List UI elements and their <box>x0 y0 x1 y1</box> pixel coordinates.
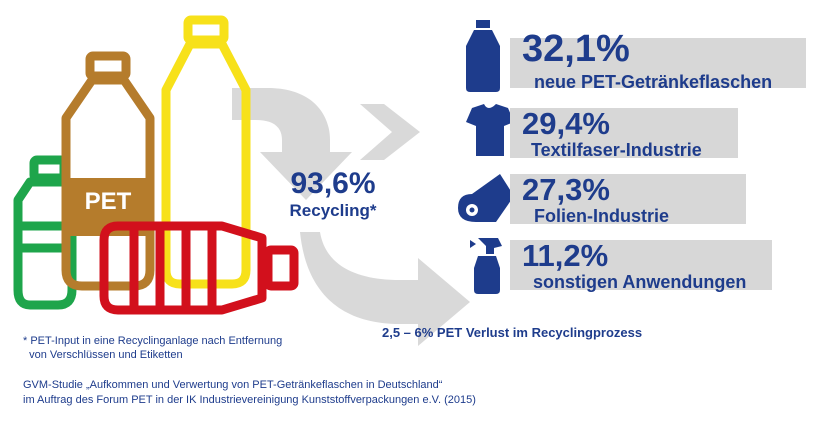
recycling-percentage: 93,6% <box>290 167 376 200</box>
recycling-arrows <box>232 88 470 346</box>
source-line: im Auftrag des Forum PET in der IK Indus… <box>23 394 476 406</box>
loss-note: 2,5 – 6% PET Verlust im Recyclingprozess <box>382 325 643 340</box>
row-label: Textilfaser-Industrie <box>531 140 702 160</box>
row-label: Folien-Industrie <box>534 206 669 226</box>
tshirt-icon <box>466 104 514 156</box>
source-line: GVM-Studie „Aufkommen und Verwertung von… <box>23 379 443 391</box>
film-roll-icon <box>458 174 514 222</box>
row-background-bar <box>510 38 806 88</box>
row-label: neue PET-Getränkeflaschen <box>534 72 773 92</box>
row-label: sonstigen Anwendungen <box>533 272 747 292</box>
yellow-bottle <box>161 15 251 289</box>
row-percentage: 29,4% <box>522 106 610 141</box>
row-background-bar <box>510 108 738 158</box>
footnote-line: von Verschlüssen und Etiketten <box>23 349 183 361</box>
row-background-bar <box>510 240 772 290</box>
spray-bottle-icon <box>470 238 502 294</box>
bottle-icon <box>466 20 500 92</box>
row-percentage: 27,3% <box>522 172 610 207</box>
recycling-label: Recycling* <box>289 201 377 220</box>
red-bottle <box>99 221 299 315</box>
row-percentage: 32,1% <box>522 28 630 70</box>
row-background-bar <box>510 174 746 224</box>
row-percentage: 11,2% <box>522 238 609 273</box>
footnote-line: * PET-Input in eine Recyclinganlage nach… <box>23 335 283 347</box>
upper-right-arrow-shadow <box>360 104 420 160</box>
pet-bottle-label: PET <box>84 188 132 215</box>
lower-recycle-arrow <box>300 232 470 346</box>
upper-recycle-arrow <box>232 88 352 200</box>
